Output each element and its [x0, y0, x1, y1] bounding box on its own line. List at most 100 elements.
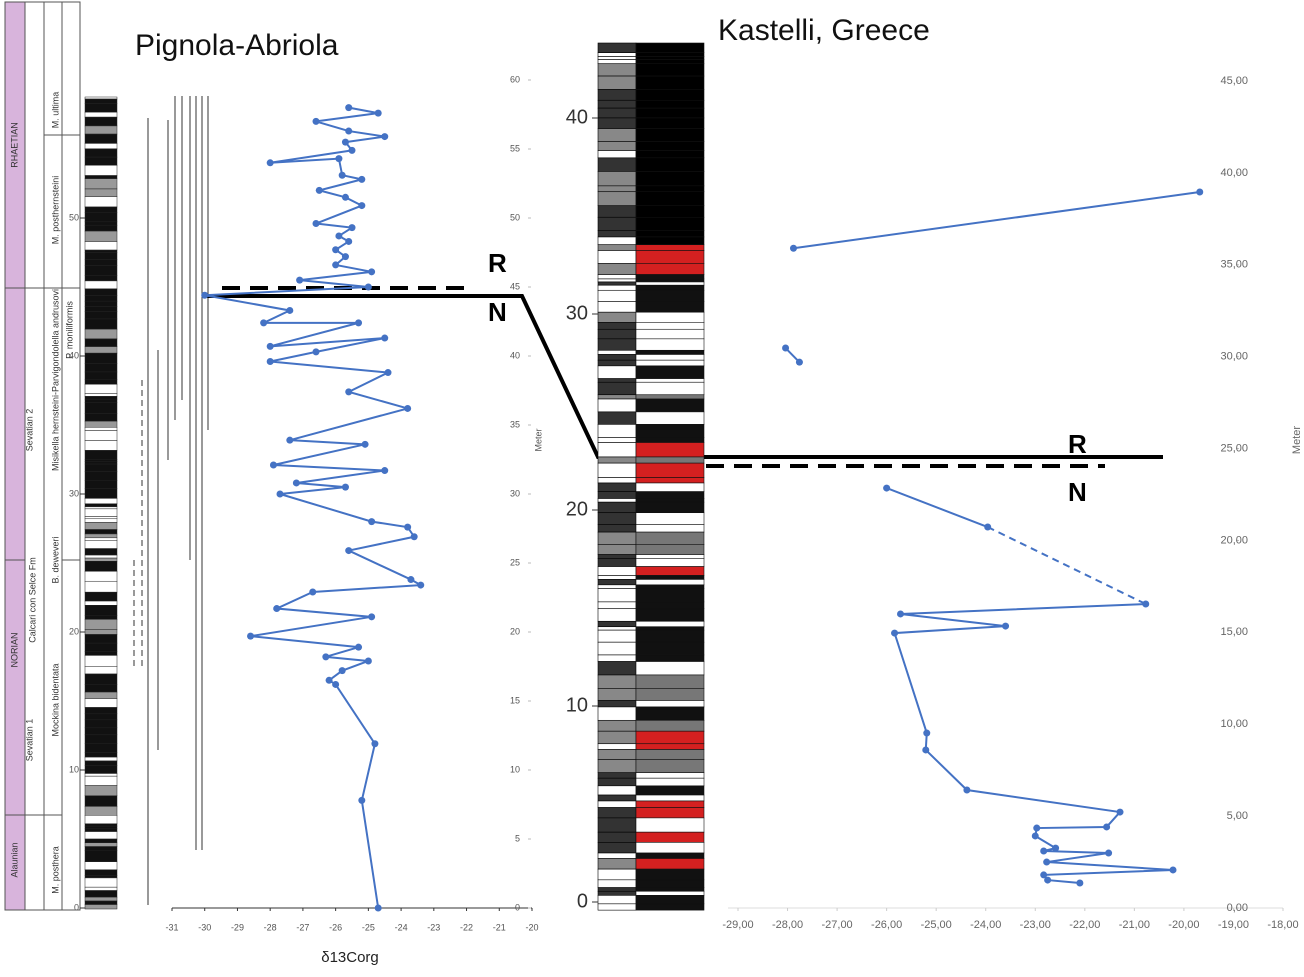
lithology-texture — [597, 575, 637, 580]
lithology-bed — [84, 103, 118, 113]
lithology-bed — [84, 402, 118, 414]
lithology-texture — [597, 831, 637, 843]
data-point — [1040, 871, 1048, 879]
lithology-texture — [597, 99, 637, 109]
data-point — [361, 440, 369, 448]
lithology-texture — [597, 800, 637, 808]
x-tick-label: -21,00 — [1119, 919, 1150, 931]
data-point — [384, 369, 392, 377]
lithology-bed — [84, 752, 118, 758]
lithology-bed — [635, 554, 705, 559]
lithology-texture — [597, 250, 637, 264]
lithology-bed — [635, 817, 705, 833]
lithology-texture — [597, 278, 637, 283]
lithology-bed — [84, 156, 118, 166]
lithology-texture — [597, 437, 637, 443]
lithology-bed — [635, 381, 705, 396]
lithology-bed — [635, 903, 705, 911]
lithology-bed — [635, 75, 705, 90]
lithology-texture — [597, 281, 637, 286]
lithology-texture — [597, 554, 637, 559]
lithology-bed — [84, 831, 118, 840]
lithology-texture — [597, 328, 637, 340]
lithology-texture — [597, 462, 637, 478]
y-tick-label: 0 — [515, 902, 520, 912]
data-point — [269, 461, 277, 469]
lithology-bed — [84, 765, 118, 774]
data-point — [1142, 600, 1150, 608]
zone-columns — [24, 1, 81, 911]
y-tick-label: 10,00 — [1220, 718, 1248, 730]
data-point — [368, 268, 376, 276]
lithology-bed — [84, 605, 118, 616]
lithology-bed — [84, 743, 118, 753]
lithology-bed — [635, 620, 705, 628]
lithology-bed — [84, 734, 118, 744]
lithology-bed — [84, 684, 118, 693]
data-point — [795, 358, 803, 366]
lithology-texture — [597, 482, 637, 492]
data-point — [358, 175, 366, 183]
lithology-bed — [84, 571, 118, 582]
data-point — [345, 237, 353, 245]
lithology-bed — [84, 252, 118, 260]
data-point — [247, 632, 255, 640]
lithology-bed — [635, 608, 705, 622]
y-tick-label: 35,00 — [1220, 259, 1248, 271]
data-point — [1044, 876, 1052, 884]
x-tick-label: -23 — [427, 922, 440, 932]
lithology-bed — [84, 346, 118, 354]
data-point — [266, 358, 274, 366]
lithology-bed — [635, 263, 705, 275]
y-tick-label: 25 — [510, 557, 520, 567]
data-point — [348, 146, 356, 154]
x-tick-label: -20,00 — [1168, 919, 1199, 931]
lithology-texture — [597, 56, 637, 60]
x-tick-label: -27,00 — [821, 919, 852, 931]
lithology-bed — [635, 491, 705, 499]
data-point — [332, 680, 340, 688]
lithology-texture — [597, 171, 637, 187]
data-point — [963, 786, 971, 794]
x-tick-label: -22,00 — [1069, 919, 1100, 931]
lithology-bed — [84, 241, 118, 251]
data-point — [345, 104, 353, 112]
lithology-bed — [84, 306, 118, 312]
data-point — [381, 334, 389, 342]
data-point — [381, 467, 389, 475]
lithology-texture — [597, 378, 637, 383]
lithology-bed — [635, 584, 705, 589]
lithology-bed — [84, 886, 118, 891]
lithology-bed — [84, 430, 118, 441]
lithology-bed — [84, 795, 118, 807]
lithology-texture — [597, 289, 637, 302]
x-tick-label: -27 — [296, 922, 309, 932]
lithology-texture — [597, 629, 637, 643]
lithology-bed — [635, 743, 705, 750]
lithology-bed — [84, 591, 118, 602]
lithology-bed — [635, 63, 705, 77]
lithology-bed — [84, 806, 118, 816]
lithology-bed — [84, 450, 118, 460]
lithology-bed — [635, 349, 705, 355]
lithology-bed — [635, 289, 705, 302]
data-point — [338, 171, 346, 179]
lithology-bed — [635, 531, 705, 545]
lithology-bed — [84, 785, 118, 797]
lithology-bed — [635, 879, 705, 888]
lithology-bed — [84, 756, 118, 762]
lithology-bed — [635, 794, 705, 802]
lithology-texture — [597, 322, 637, 330]
lithology-bed — [84, 249, 118, 253]
lithology-bed — [635, 477, 705, 484]
lithology-bed — [635, 99, 705, 109]
lithology-texture — [597, 107, 637, 119]
lithology-bed — [84, 815, 118, 825]
lithology-bed — [84, 666, 118, 675]
lithology-texture — [597, 381, 637, 396]
lithology-bed — [84, 548, 118, 556]
lithology-bed — [84, 533, 118, 539]
lithology-bed — [84, 760, 118, 766]
lithology-bed — [635, 354, 705, 361]
lithology-texture — [597, 903, 637, 911]
